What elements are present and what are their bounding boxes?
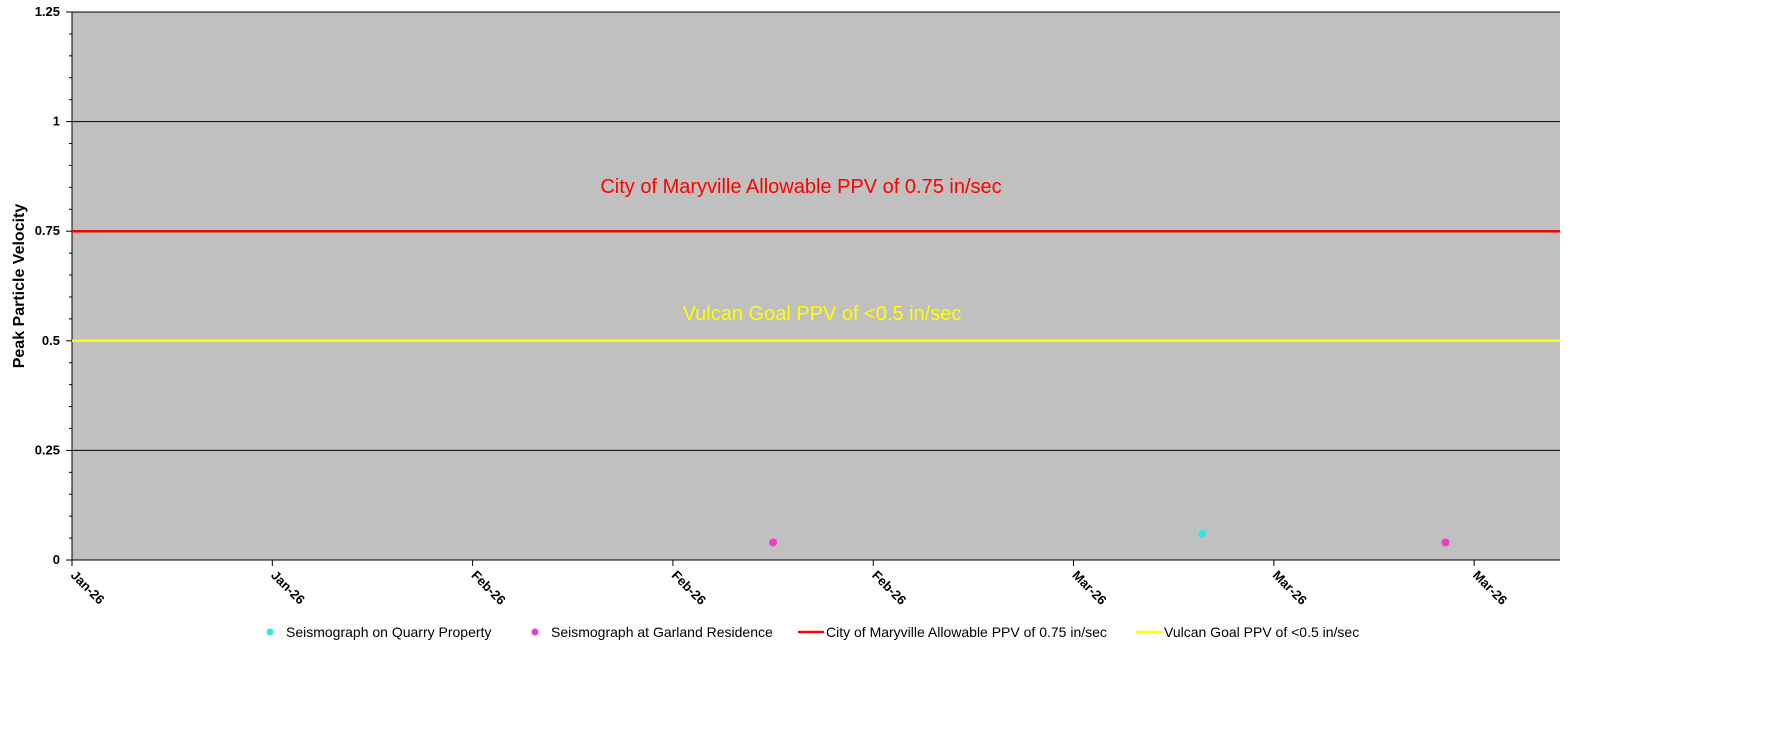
legend-marker (266, 628, 274, 636)
x-tick-label: Mar-26 (1470, 568, 1510, 608)
legend-label: City of Maryville Allowable PPV of 0.75 … (826, 624, 1107, 640)
y-axis-ticks: 0 0.25 0.5 0.75 1 1.25 (35, 4, 72, 567)
y-tick-label: 0.5 (42, 333, 60, 348)
x-tick-label: Mar-26 (1069, 568, 1109, 608)
plot-area (72, 12, 1560, 560)
y-tick-label: 0 (53, 552, 60, 567)
x-tick-label: Feb-26 (869, 568, 909, 608)
legend-marker (531, 628, 539, 636)
y-axis-title: Peak Particle Velocity (11, 204, 28, 369)
legend-label: Seismograph at Garland Residence (551, 624, 773, 640)
legend-label: Seismograph on Quarry Property (286, 624, 491, 640)
x-tick-label: Jan-26 (268, 568, 308, 608)
x-axis-ticks: Jan-26 Jan-26 Feb-26 Feb-26 Feb-26 Mar-26 Mar-… (68, 560, 1510, 608)
x-tick-label: Jan-26 (68, 568, 108, 608)
data-point (769, 538, 778, 547)
threshold-annotation: Vulcan Goal PPV of <0.5 in/sec (683, 303, 962, 325)
data-point (1198, 529, 1207, 538)
legend-label: Vulcan Goal PPV of <0.5 in/sec (1164, 624, 1359, 640)
y-tick-label: 1.25 (35, 4, 60, 19)
data-point (1441, 538, 1450, 547)
threshold-lines (72, 229, 1560, 343)
legend: Seismograph on Quarry Property Seismograp… (266, 624, 1359, 640)
threshold-annotation: City of Maryville Allowable PPV of 0.75 … (600, 176, 1001, 198)
annotations: City of Maryville Allowable PPV of 0.75 … (600, 176, 1001, 325)
y-tick-label: 1 (53, 114, 60, 129)
x-tick-label: Mar-26 (1270, 568, 1310, 608)
x-tick-label: Feb-26 (468, 568, 508, 608)
y-tick-label: 0.25 (35, 442, 60, 457)
data-points (769, 529, 1450, 547)
x-tick-label: Feb-26 (669, 568, 709, 608)
y-tick-label: 0.75 (35, 223, 60, 238)
